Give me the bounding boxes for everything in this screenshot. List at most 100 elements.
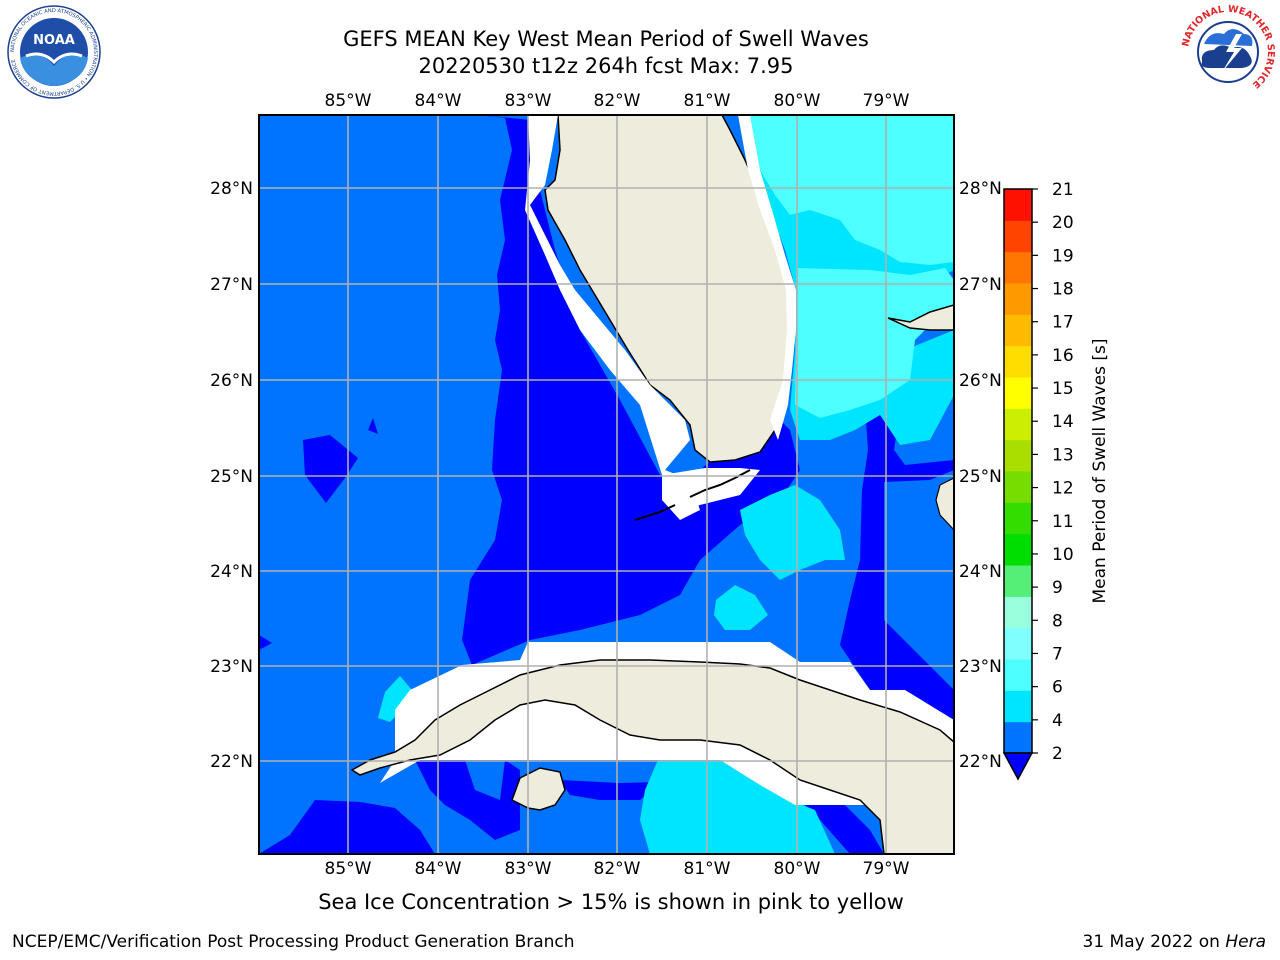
colorbar-tick-label: 15 [1052,379,1074,399]
colorbar-swatch [1004,251,1032,284]
contour-lt2-left [303,435,358,503]
colorbar-swatch [1004,345,1032,378]
lon-label: 85°W [325,91,372,111]
colorbar-tick-label: 10 [1052,545,1074,565]
caption: Sea Ice Concentration > 15% is shown in … [318,890,904,914]
colorbar-swatch [1004,220,1032,253]
noaa-text: NOAA [33,33,75,48]
lat-labels-right: 28°N 27°N 26°N 25°N 24°N 23°N 22°N [959,179,1002,772]
lat-label: 23°N [210,657,253,677]
land-andros [935,477,954,531]
lon-labels-top: 85°W 84°W 83°W 82°W 81°W 80°W 79°W [325,91,910,111]
colorbar-swatch [1004,627,1032,660]
colorbar-tick-label: 20 [1052,213,1074,233]
nodata-florida-west [525,115,700,520]
colorbar-swatch [1004,189,1032,221]
lon-label: 82°W [594,91,641,111]
land-cuba [350,659,954,854]
colorbar: 2 4 6 7 8 9 10 11 12 13 14 15 16 17 18 19 20 21 [1002,180,1074,781]
footer-date: 31 May 2022 on Hera [1083,932,1267,952]
lon-label: 81°W [684,91,731,111]
colorbar-swatch [1004,690,1032,723]
colorbar-swatch [1004,471,1032,503]
colorbar-frame [1003,188,1033,754]
contour-4-6-straits [740,485,845,580]
lat-label: 26°N [959,371,1002,391]
land-bahamas [887,304,954,331]
colorbar-tick-label: 17 [1052,313,1074,333]
contour-lt2-left-dot [368,418,378,434]
colorbar-tick-label: 14 [1052,412,1074,432]
contour-lt2-bottom-left [259,800,435,854]
footer-host: Hera [1225,932,1266,952]
contour-lt2-edge [259,635,272,650]
lon-label: 81°W [684,859,731,879]
colorbar-tick-label: 21 [1052,180,1074,200]
chart-title: GEFS MEAN Key West Mean Period of Swell … [343,27,869,51]
colorbar-tick-label: 11 [1052,512,1074,532]
lat-label: 26°N [210,371,253,391]
lat-label: 23°N [959,657,1002,677]
lon-label: 83°W [505,859,552,879]
lat-labels-left: 28°N 27°N 26°N 25°N 24°N 23°N 22°N [210,179,253,772]
nodata-florida-east [738,115,796,440]
colorbar-swatch [1004,565,1032,597]
contour-6-7-north [750,115,954,265]
contour-4-6-west [378,676,412,722]
colorbar-tick-label: 9 [1052,578,1063,598]
footer-date-text: 31 May 2022 on [1082,932,1226,952]
colorbar-swatch [1004,502,1032,535]
colorbar-swatch [1004,533,1032,566]
lon-labels-bottom: 85°W 84°W 83°W 82°W 81°W 80°W 79°W [325,859,910,879]
contour-4-6-spot [714,585,768,630]
colorbar-tick-label: 19 [1052,246,1074,266]
noaa-logo: NATIONAL OCEANIC AND ATMOSPHERIC ADMINIS… [7,5,101,99]
lat-label: 27°N [210,275,253,295]
colorbar-tick-label: 8 [1052,611,1063,631]
colorbar-swatch [1004,659,1032,691]
lat-label: 24°N [959,562,1002,582]
footer-credit: NCEP/EMC/Verification Post Processing Pr… [12,932,575,952]
nws-logo: NATIONAL WEATHER SERVICE [1180,4,1276,98]
lon-label: 85°W [325,859,372,879]
colorbar-swatch [1004,377,1032,409]
lon-label: 84°W [415,91,462,111]
colorbar-tick-label: 6 [1052,678,1063,698]
colorbar-under-arrow [1002,752,1034,781]
colorbar-swatch [1004,408,1032,441]
colorbar-tick-label: 7 [1052,644,1063,664]
lon-label: 84°W [415,859,462,879]
lon-label: 79°W [863,859,910,879]
lon-label: 83°W [505,91,552,111]
colorbar-tick-label: 13 [1052,445,1074,465]
lat-label: 28°N [210,179,253,199]
land-isla-juventud [511,767,566,811]
colorbar-swatch [1004,721,1032,754]
lat-label: 22°N [959,752,1002,772]
colorbar-swatch [1004,283,1032,315]
lon-label: 80°W [774,859,821,879]
contour-4-6-south [640,760,835,854]
graticule [259,115,954,854]
colorbar-tick-label: 12 [1052,479,1074,499]
lon-label: 80°W [774,91,821,111]
colorbar-label: Mean Period of Swell Waves [s] [1090,339,1110,604]
colorbar-tick-label: 4 [1052,711,1063,731]
contour-lt2-east [840,398,954,720]
swell-period-field [259,115,954,854]
lat-label: 24°N [210,562,253,582]
lat-label: 25°N [210,467,253,487]
colorbar-tick-label: 18 [1052,280,1074,300]
colorbar-swatch [1004,314,1032,347]
map-frame [258,114,955,855]
lat-label: 22°N [210,752,253,772]
contour-lt2-bottom-mid [415,760,520,840]
colorbar-tick-label: 16 [1052,346,1074,366]
colorbar-swatch [1004,596,1032,629]
lon-label: 79°W [863,91,910,111]
chart-subtitle: 20220530 t12z 264h fcst Max: 7.95 [418,54,794,78]
lon-label: 82°W [594,859,641,879]
contour-lt2-cuba-south [560,780,660,800]
colorbar-tick-label: 2 [1052,744,1063,764]
